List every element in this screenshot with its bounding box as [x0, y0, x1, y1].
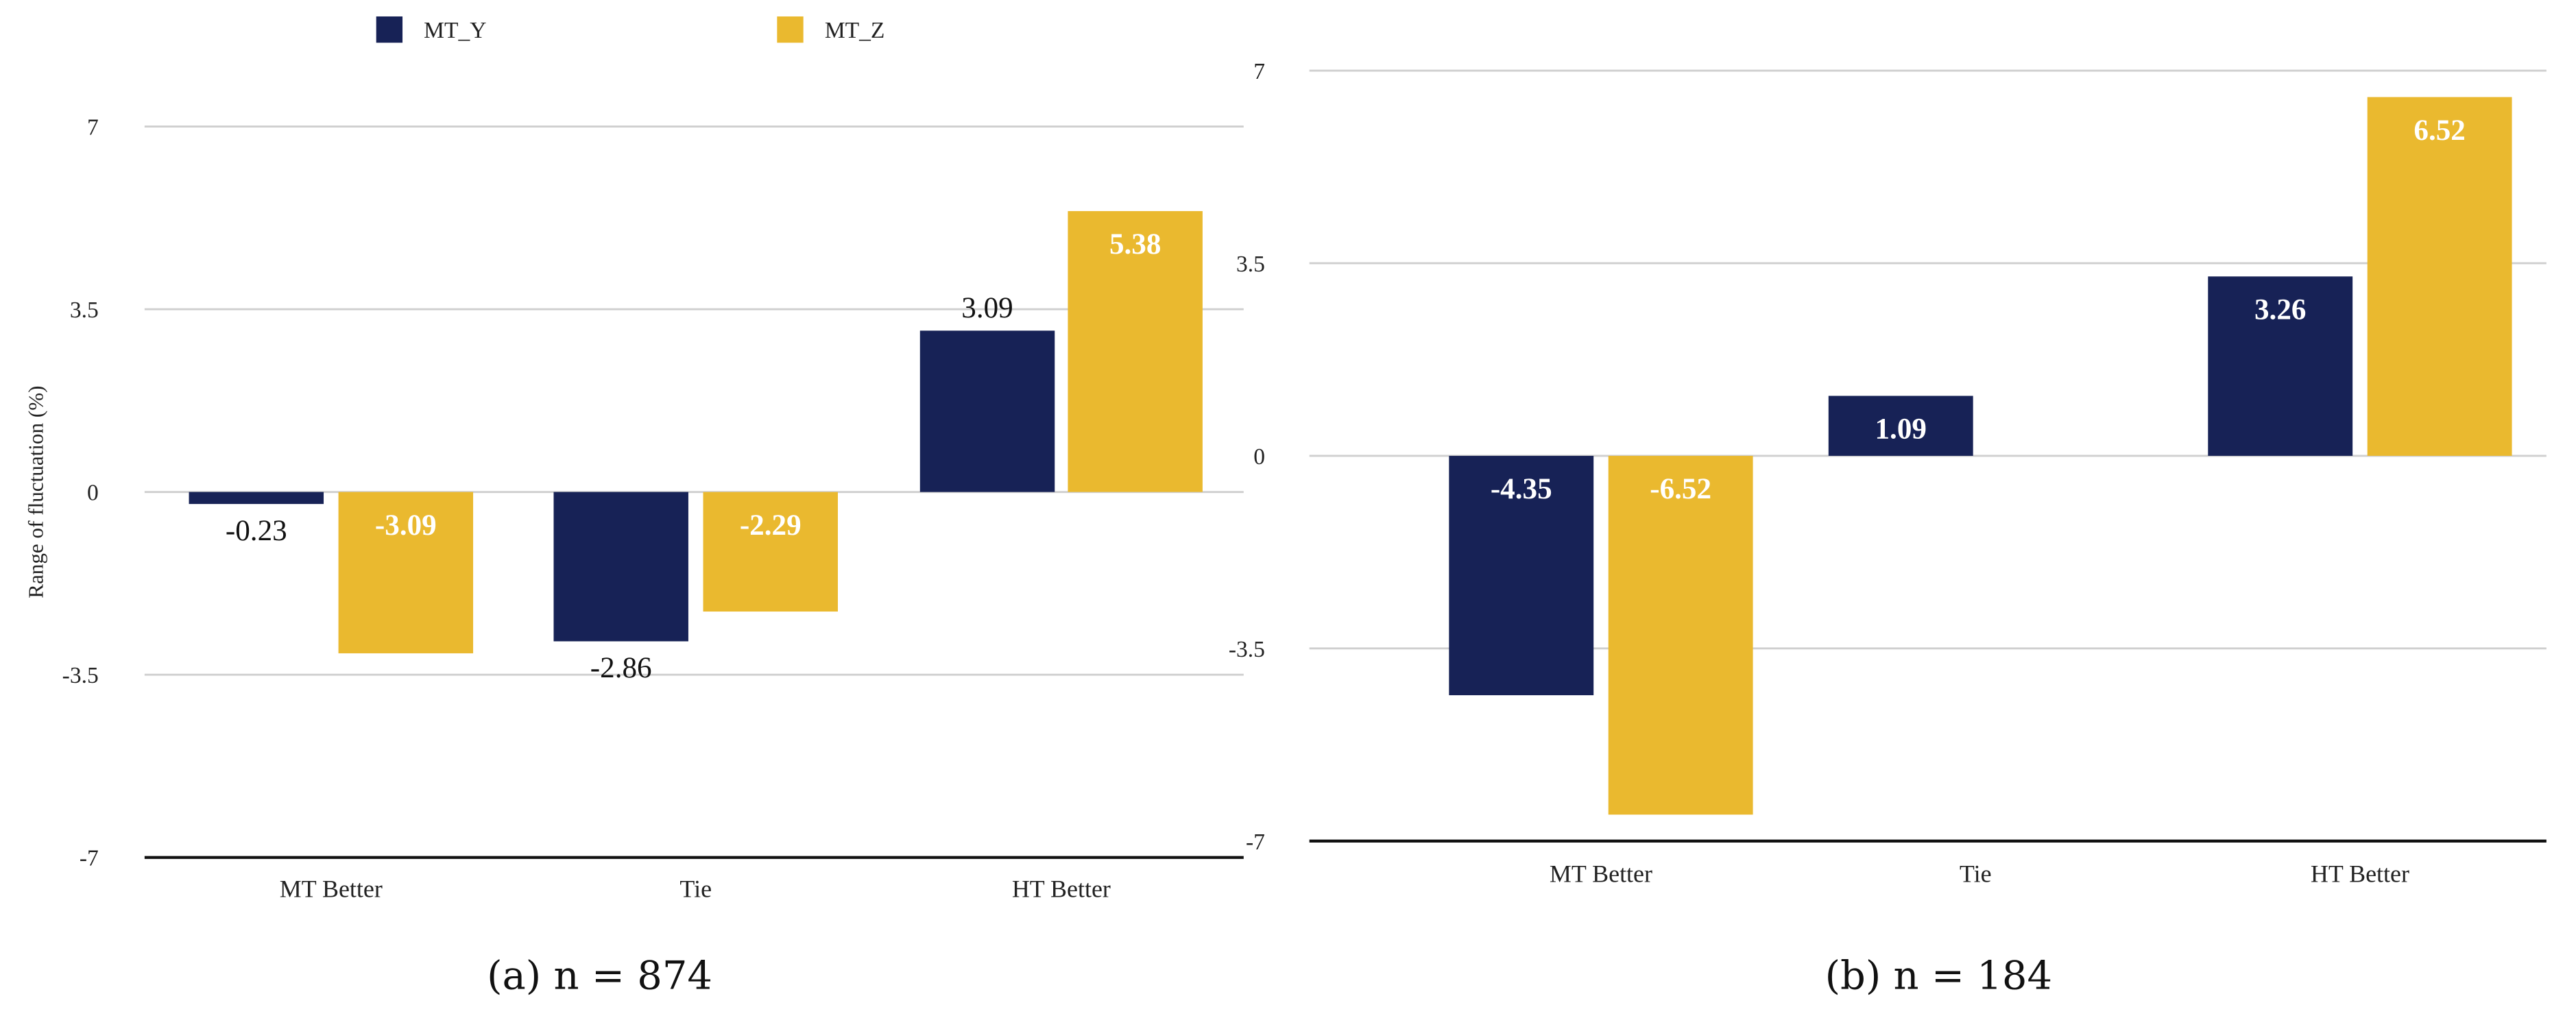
data-label: 3.09	[961, 292, 1013, 324]
y-tick-label: 0	[1253, 444, 1265, 470]
y-tick-label: -3.5	[1229, 637, 1265, 662]
data-label: 1.09	[1875, 413, 1926, 446]
bar-mt-z-ht-better	[1068, 210, 1203, 492]
bar-mt-z-tie	[703, 492, 838, 612]
legend-swatch-mt-y	[376, 16, 403, 43]
bar-mt-y-ht-better	[2208, 276, 2353, 456]
caption: (b) n = 184	[1825, 952, 2052, 998]
data-label: -6.52	[1650, 473, 1711, 505]
y-tick-label: 3.5	[70, 298, 99, 323]
legend-swatch-mt-z	[777, 16, 804, 43]
data-label: -2.86	[590, 652, 652, 684]
data-label: 6.52	[2414, 114, 2465, 147]
data-label: -2.29	[740, 509, 802, 542]
y-tick-label: -7	[80, 846, 99, 871]
y-tick-label: -7	[1246, 830, 1265, 855]
bar-mt-y-mt-better	[189, 492, 324, 505]
data-label: -3.09	[375, 509, 437, 542]
data-label: 5.38	[1109, 228, 1161, 261]
caption: (a) n = 874	[487, 952, 712, 998]
chart-b: 7 3.5 0 -3.5 -7 -4.35 1.09 3.26 -6.52 6.52 MT Bett…	[1229, 59, 2547, 998]
x-tick-label: Tie	[1960, 860, 1992, 888]
x-tick-label: Tie	[679, 875, 712, 902]
data-label: -4.35	[1491, 473, 1552, 505]
y-tick-label: 7	[87, 114, 99, 140]
bar-mt-y-mt-better	[1449, 455, 1594, 696]
legend-label-mt-y: MT_Y	[424, 18, 486, 43]
bar-mt-z-mt-better	[1608, 455, 1753, 815]
bar-mt-y-ht-better	[919, 330, 1055, 492]
legend-label-mt-z: MT_Z	[825, 18, 885, 43]
x-tick-label: HT Better	[1012, 875, 1111, 902]
chart-a: 7 3.5 0 -3.5 -7 Range of fluctuation (%) -0.23…	[23, 114, 1244, 998]
x-tick-label: MT Better	[1550, 860, 1652, 888]
y-tick-label: 0	[87, 481, 99, 506]
bar-mt-z-mt-better	[338, 492, 474, 653]
legend: MT_Y MT_Z	[376, 16, 885, 43]
data-label: -0.23	[226, 515, 287, 547]
bar-mt-y-tie	[553, 492, 688, 642]
y-tick-label: 7	[1253, 59, 1265, 84]
y-axis-label: Range of fluctuation (%)	[23, 385, 47, 598]
x-tick-label: MT Better	[280, 875, 383, 902]
x-tick-label: HT Better	[2311, 860, 2409, 888]
bar-mt-y-tie	[1828, 396, 1973, 456]
y-tick-label: -3.5	[62, 663, 99, 688]
data-label: 3.26	[2254, 294, 2306, 326]
y-tick-label: 3.5	[1236, 252, 1265, 277]
bar-mt-z-ht-better	[2367, 97, 2512, 456]
